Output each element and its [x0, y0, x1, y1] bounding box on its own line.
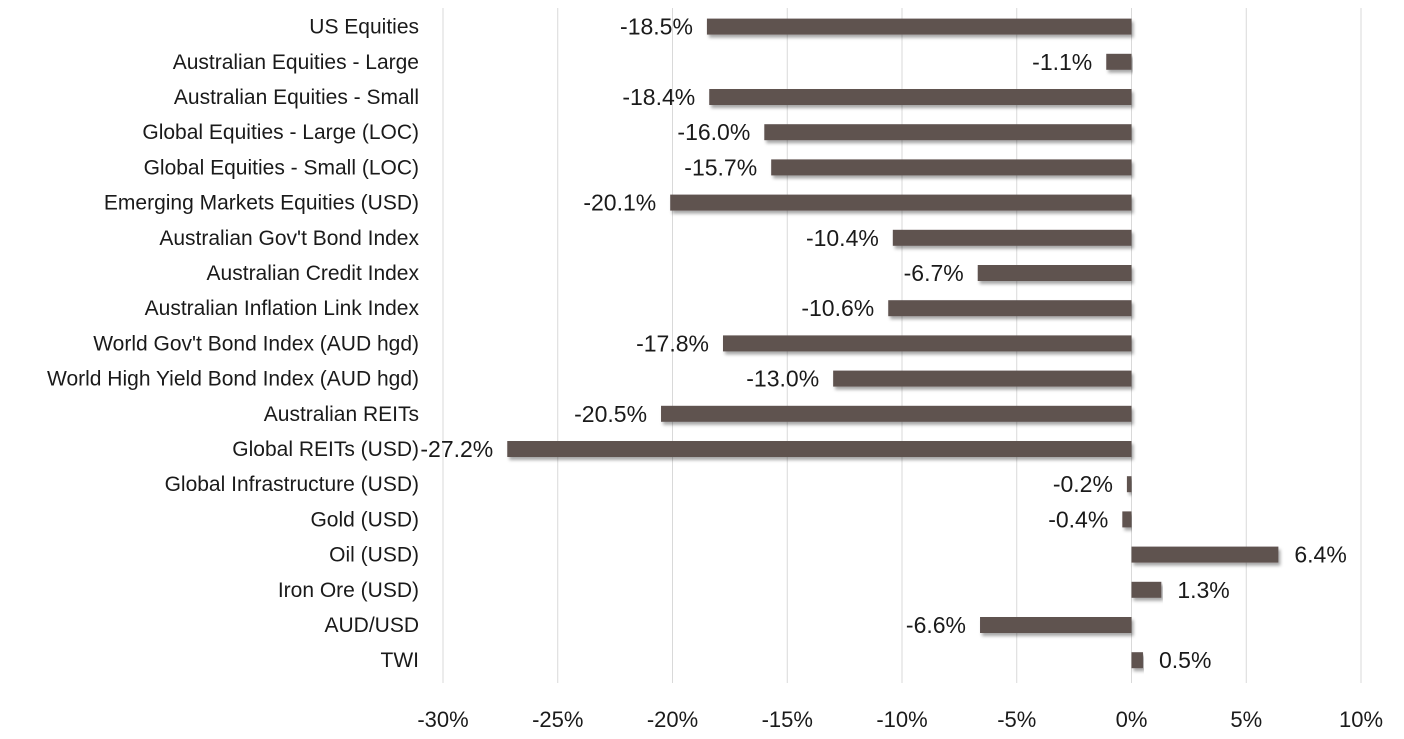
category-label: Australian Credit Index — [207, 262, 420, 285]
x-tick-label: 0% — [1116, 707, 1148, 732]
bar-global-reits-usd — [507, 441, 1132, 457]
bar-oil-usd — [1131, 546, 1279, 563]
category-label: Oil (USD) — [329, 544, 419, 567]
data-label: -1.1% — [1032, 49, 1092, 75]
x-tick-label: -30% — [417, 707, 468, 732]
bar-world-gov-t-bond-index-aud-hgd — [722, 335, 1132, 352]
category-label: TWI — [381, 649, 419, 672]
x-tick-label: -20% — [647, 707, 698, 732]
bar-twi — [1131, 652, 1143, 669]
category-label: Emerging Markets Equities (USD) — [104, 192, 419, 215]
category-label: Global Equities - Small (LOC) — [144, 156, 419, 179]
x-axis-tick-labels: -30% -25% -20% -15% -10% -5% 0% 5% 10% — [417, 707, 1383, 732]
data-label: -13.0% — [746, 366, 819, 392]
data-label: -6.7% — [904, 260, 964, 286]
bars — [507, 18, 1279, 669]
bar-australian-inflation-link-index — [888, 300, 1132, 317]
category-label: Australian Equities - Large — [173, 51, 419, 74]
data-label: -6.6% — [906, 612, 966, 638]
bar-australian-credit-index — [977, 265, 1132, 281]
data-label: -10.4% — [806, 225, 879, 251]
category-label: Global Equities - Large (LOC) — [142, 121, 419, 144]
bar-global-infrastructure-usd — [1126, 476, 1132, 493]
category-label: Australian Inflation Link Index — [145, 297, 420, 320]
category-label: World High Yield Bond Index (AUD hgd) — [47, 368, 419, 391]
category-label: Gold (USD) — [310, 508, 419, 531]
category-label: Global Infrastructure (USD) — [165, 473, 419, 496]
value-labels: -18.5% -1.1% -18.4% -16.0% -15.7% -20.1% -10.4… — [420, 14, 1346, 674]
bar-australian-reits — [661, 405, 1132, 422]
bar-australian-gov-t-bond-index — [892, 229, 1132, 246]
data-label: 0.5% — [1159, 647, 1211, 673]
category-label: Global REITs (USD) — [232, 438, 419, 461]
bar-emerging-markets-equities-usd — [670, 194, 1132, 211]
x-tick-label: 10% — [1339, 707, 1383, 732]
data-label: 6.4% — [1294, 542, 1346, 568]
bar-aud-usd — [980, 617, 1132, 633]
category-label: World Gov't Bond Index (AUD hgd) — [93, 332, 419, 355]
bar-world-high-yield-bond-index-aud-hgd — [833, 370, 1132, 387]
data-label: -20.1% — [583, 190, 656, 216]
bar-us-equities — [706, 18, 1132, 35]
bar-australian-equities-large — [1106, 53, 1132, 70]
category-label: US Equities — [309, 16, 419, 39]
bar-australian-equities-small — [709, 89, 1132, 105]
x-tick-label: -25% — [532, 707, 583, 732]
category-label: AUD/USD — [324, 614, 419, 637]
data-label: -27.2% — [420, 436, 493, 462]
x-tick-label: -10% — [876, 707, 927, 732]
category-label: Australian REITs — [264, 403, 419, 426]
data-label: 1.3% — [1177, 577, 1229, 603]
category-label: Australian Gov't Bond Index — [159, 227, 419, 250]
category-labels: US Equities Australian Equities - Large Au… — [47, 16, 419, 673]
category-label: Iron Ore (USD) — [278, 579, 419, 602]
bar-global-equities-large-loc — [764, 124, 1132, 141]
data-label: -0.4% — [1048, 506, 1108, 532]
bar-global-equities-small-loc — [771, 159, 1132, 176]
category-label: Australian Equities - Small — [174, 86, 419, 109]
bar-iron-ore-usd — [1131, 581, 1162, 598]
bar-gold-usd — [1122, 511, 1132, 528]
data-label: -0.2% — [1053, 471, 1113, 497]
data-label: -17.8% — [636, 330, 709, 356]
data-label: -16.0% — [677, 119, 750, 145]
data-label: -18.4% — [622, 84, 695, 110]
x-tick-label: -5% — [997, 707, 1036, 732]
data-label: -10.6% — [801, 295, 874, 321]
data-label: -15.7% — [684, 154, 757, 180]
data-label: -18.5% — [620, 14, 693, 40]
x-tick-label: 5% — [1230, 707, 1262, 732]
x-tick-label: -15% — [762, 707, 813, 732]
data-label: -20.5% — [574, 401, 647, 427]
